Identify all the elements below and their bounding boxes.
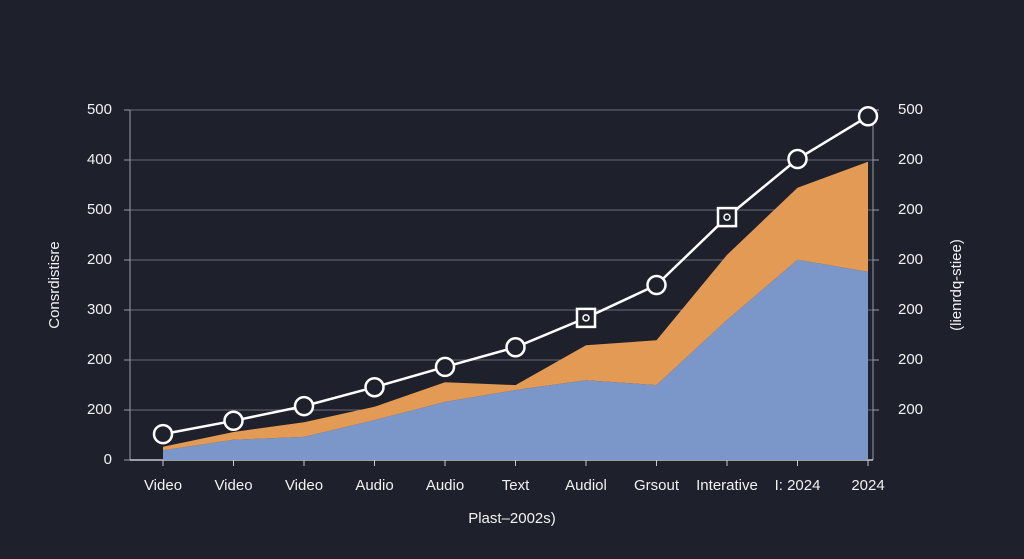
y-tick-label: 500: [87, 201, 112, 218]
x-tick-label: Video: [285, 477, 323, 494]
marker: [434, 356, 456, 378]
y-axis-label: Consrdistisre: [46, 241, 63, 329]
y2-tick-label: 200: [898, 401, 923, 418]
y2-tick-label: 200: [898, 251, 923, 268]
x-tick-label: Video: [144, 477, 182, 494]
marker: [575, 307, 597, 329]
y2-tick-label: 200: [898, 351, 923, 368]
x-tick-label: Audio: [426, 477, 464, 494]
y-tick-label: 0: [104, 451, 112, 468]
x-axis-label: Plast–2002s): [468, 510, 556, 527]
x-tick-label: Audiol: [565, 477, 607, 494]
marker: [223, 410, 244, 432]
marker-dot: [582, 314, 590, 322]
y-tick-label: 300: [87, 301, 112, 318]
area: [163, 259, 868, 460]
x-tick-label: Text: [502, 477, 530, 494]
marker: [646, 274, 667, 296]
y2-tick-label: 500: [898, 101, 923, 118]
y-tick-label: 400: [87, 151, 112, 168]
y2-tick-label: 200: [898, 301, 923, 318]
marker: [857, 106, 879, 127]
x-tick-label: Audio: [355, 477, 393, 494]
x-tick-label: Video: [214, 477, 252, 494]
y-tick-label: 200: [87, 351, 112, 368]
area: [163, 161, 868, 451]
marker: [152, 423, 174, 445]
marker: [716, 206, 738, 228]
y-tick-label: 500: [87, 101, 112, 118]
y2-tick-label: 200: [898, 151, 923, 168]
marker-dot: [723, 213, 731, 221]
marker: [364, 376, 385, 398]
marker: [505, 337, 526, 358]
x-tick-label: Interative: [696, 477, 758, 494]
y2-axis-label: (lienrdq-stiee): [948, 239, 965, 331]
y-tick-label: 200: [87, 251, 112, 268]
marker: [293, 395, 315, 417]
x-tick-label: 2024: [851, 477, 884, 494]
y2-tick-label: 200: [898, 201, 923, 218]
y-tick-label: 200: [87, 401, 112, 418]
marker: [787, 148, 808, 170]
x-tick-label: I: 2024: [775, 477, 821, 494]
x-tick-label: Grsout: [634, 477, 680, 494]
